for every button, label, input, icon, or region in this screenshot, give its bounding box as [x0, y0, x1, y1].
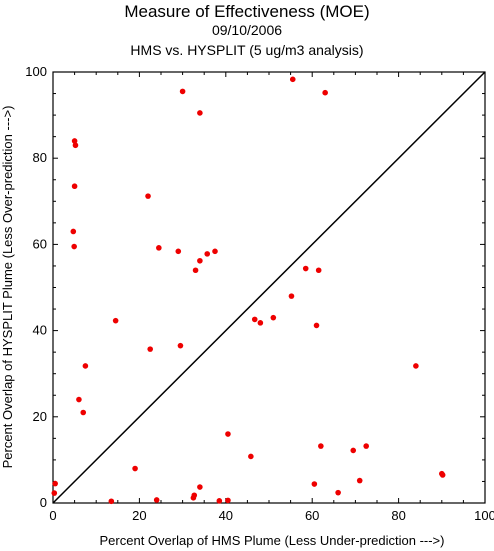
data-point [322, 89, 328, 96]
y-axis-label: Percent Overlap of HYSPLIT Plume (Less O… [0, 106, 15, 469]
data-point [350, 447, 357, 454]
data-point [257, 320, 264, 326]
data-point [197, 257, 203, 264]
y-tick-label: 20 [33, 409, 47, 424]
x-tick-label: 0 [49, 508, 56, 523]
data-point [197, 110, 203, 116]
data-point [204, 251, 211, 257]
data-point [71, 183, 78, 190]
diagonal-reference-line [52, 71, 486, 504]
data-point [153, 497, 160, 503]
data-point [216, 498, 223, 504]
data-point [439, 472, 446, 478]
data-point [251, 316, 258, 323]
x-axis-label: Percent Overlap of HMS Plume (Less Under… [100, 533, 445, 548]
y-tick-label: 40 [33, 323, 47, 338]
data-point [192, 267, 199, 274]
data-point [191, 492, 198, 499]
x-tick-label: 40 [219, 508, 233, 523]
data-point [177, 342, 184, 349]
data-point [82, 363, 89, 369]
data-point [197, 484, 203, 490]
data-point [302, 265, 309, 272]
data-point [156, 245, 162, 251]
x-tick-label: 20 [132, 508, 146, 523]
data-point [80, 409, 87, 416]
data-point [132, 465, 138, 472]
chart-title: Measure of Effectiveness (MOE) [124, 2, 370, 21]
data-point [147, 346, 153, 352]
chart-subtitle-date: 09/10/2006 [211, 22, 283, 38]
data-point [108, 498, 115, 505]
data-point [175, 248, 182, 255]
data-point [225, 431, 231, 437]
data-point [112, 317, 119, 324]
data-point [313, 322, 320, 329]
y-tick-label: 60 [33, 236, 47, 251]
plot-axes: 0 20 40 60 80 100 0 20 40 60 80 100 [25, 64, 494, 523]
data-point [70, 228, 77, 235]
data-point [363, 443, 370, 449]
data-point [318, 443, 324, 449]
data-point [335, 489, 341, 496]
data-point [413, 363, 419, 369]
data-point [51, 490, 58, 496]
chart-subtitle-analysis: HMS vs. HYSPLIT (5 ug/m3 analysis) [130, 42, 364, 58]
data-point [225, 497, 231, 504]
data-point [248, 453, 254, 460]
x-tick-label: 80 [391, 508, 405, 523]
data-point [315, 267, 322, 274]
y-tick-label: 80 [33, 150, 47, 165]
data-point [179, 88, 186, 95]
x-tick-label: 100 [474, 508, 494, 523]
y-tick-label: 100 [25, 64, 47, 79]
data-point [52, 480, 58, 487]
data-point [288, 293, 295, 299]
data-point [71, 243, 77, 250]
data-point [145, 193, 151, 199]
data-point [72, 142, 79, 149]
data-point [76, 396, 82, 403]
data-point [212, 248, 218, 255]
data-point [270, 314, 277, 321]
data-point [71, 138, 78, 144]
data-point [356, 477, 363, 484]
data-point [289, 76, 296, 83]
y-tick-label: 0 [40, 495, 47, 510]
data-points [51, 76, 446, 505]
data-point [311, 481, 318, 487]
x-tick-label: 60 [305, 508, 319, 523]
